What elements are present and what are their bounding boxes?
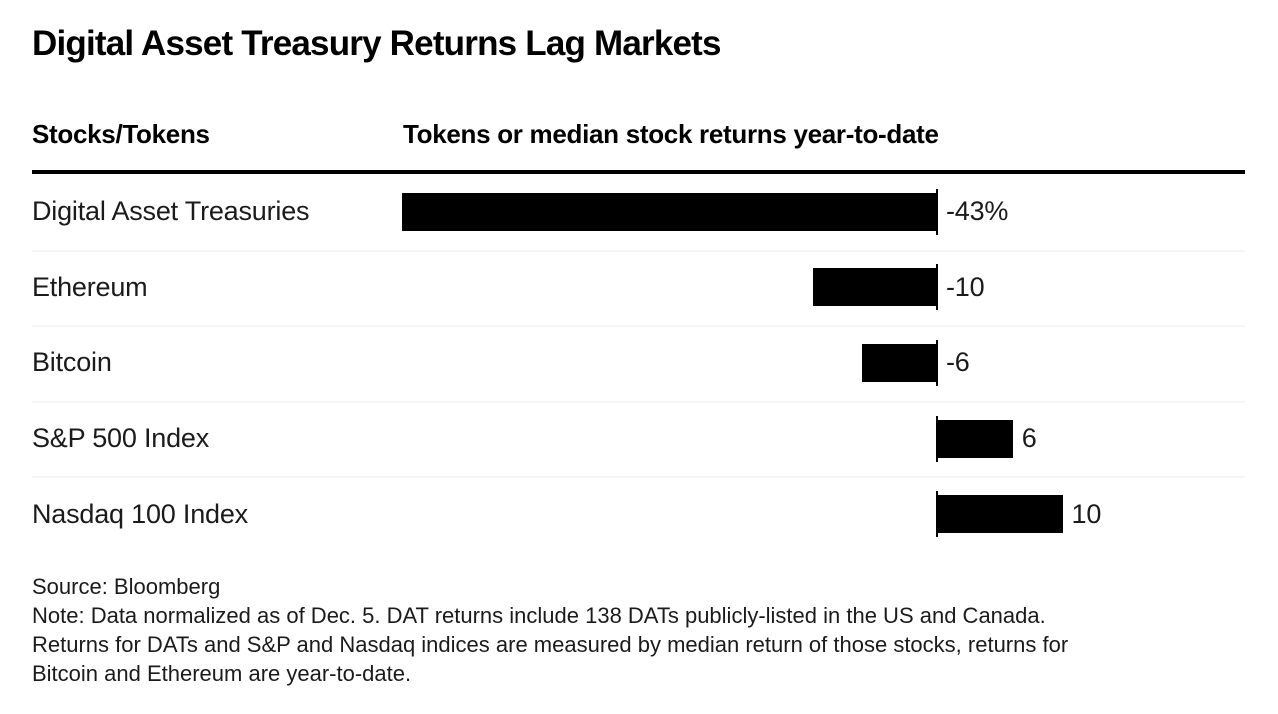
note-line: Bitcoin and Ethereum are year-to-date.: [32, 661, 412, 686]
baseline-tick: [936, 339, 938, 386]
table-row: S&P 500 Index 6: [0, 400, 1278, 477]
bar-chart: Digital Asset Treasuries -43% Ethereum -10 B…: [0, 174, 1278, 552]
baseline-tick: [936, 415, 938, 462]
value-label: -43%: [946, 196, 1009, 227]
value-label: 6: [1021, 423, 1037, 454]
bar: [401, 192, 937, 231]
table-row: Nasdaq 100 Index 10: [0, 476, 1278, 552]
column-header-returns: Tokens or median stock returns year-to-d…: [403, 119, 939, 149]
chart-footer: Source: Bloomberg Note: Data normalized …: [32, 572, 1247, 688]
value-label: -10: [946, 271, 985, 302]
row-label: Bitcoin: [32, 347, 112, 378]
baseline-tick: [936, 264, 938, 311]
note-line: Returns for DATs and S&P and Nasdaq indi…: [32, 632, 1069, 657]
row-label: S&P 500 Index: [32, 423, 210, 454]
bar: [938, 419, 1013, 458]
row-label: Digital Asset Treasuries: [32, 196, 310, 227]
bar: [812, 268, 937, 307]
column-header-stocks-tokens: Stocks/Tokens: [32, 119, 210, 149]
table-row: Digital Asset Treasuries -43%: [0, 174, 1278, 250]
source-text: Source: Bloomberg: [32, 574, 221, 599]
table-row: Bitcoin -6: [0, 325, 1278, 401]
header-rule: [32, 170, 1245, 174]
value-label: 10: [1071, 498, 1102, 529]
note-line: Note: Data normalized as of Dec. 5. DAT …: [32, 603, 1046, 628]
bar: [938, 495, 1063, 534]
table-row: Ethereum -10: [0, 249, 1278, 326]
baseline-tick: [936, 491, 938, 538]
baseline-tick: [936, 188, 938, 235]
row-label: Nasdaq 100 Index: [32, 498, 248, 529]
bar: [862, 343, 937, 382]
chart-title: Digital Asset Treasury Returns Lag Marke…: [32, 24, 721, 63]
row-label: Ethereum: [32, 271, 148, 302]
value-label: -6: [946, 347, 970, 378]
